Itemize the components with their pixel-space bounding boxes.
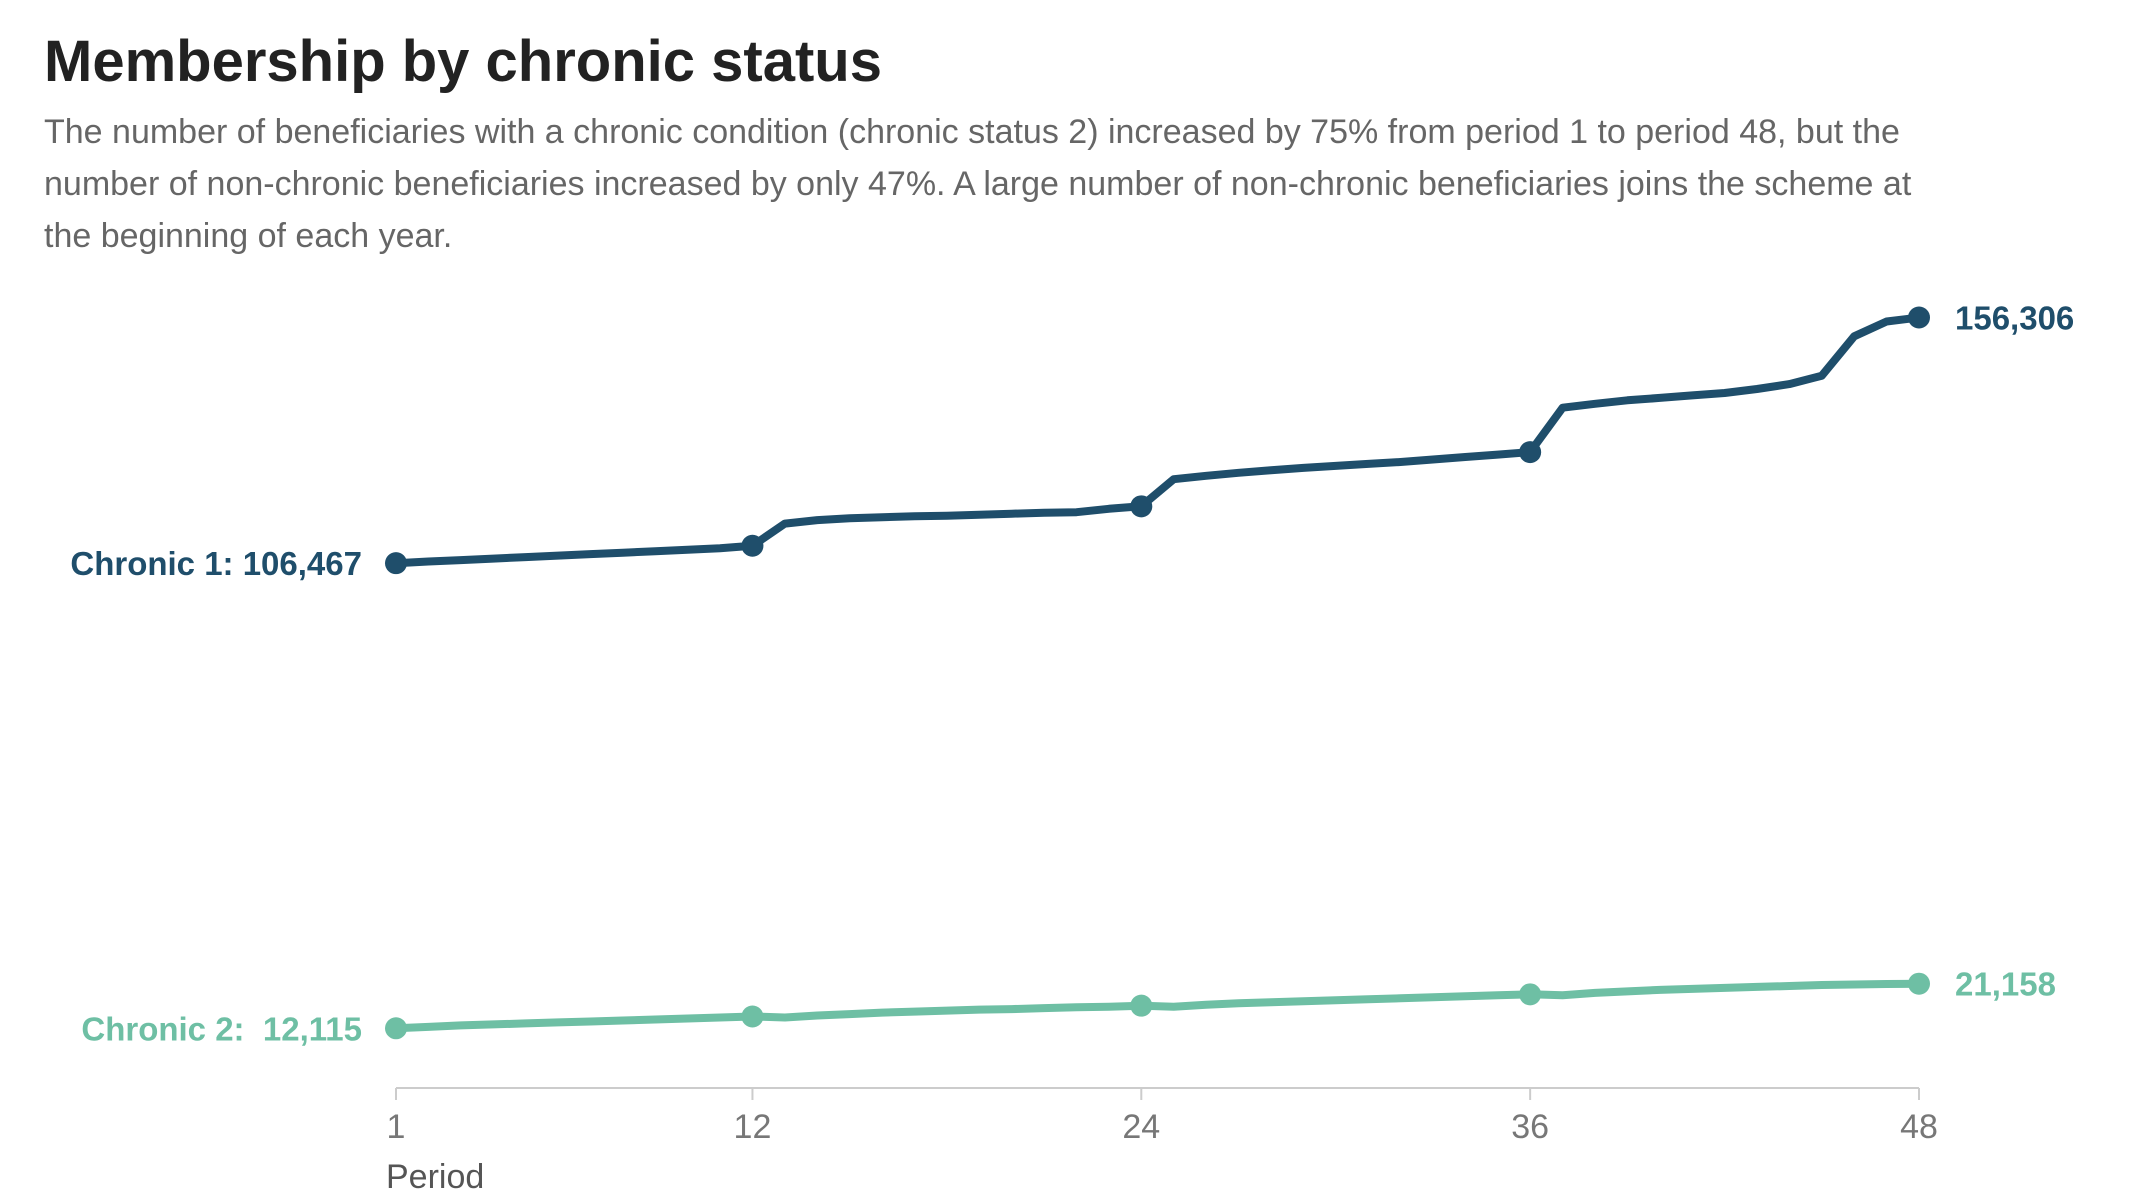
series-end-label: 21,158	[1955, 966, 2056, 1003]
series-line	[392, 979, 1923, 1033]
series-group: Chronic 1: 106,467 156,306 Chronic 2: 12,1…	[70, 300, 2074, 1048]
chart-title: Membership by chronic status	[44, 29, 882, 94]
x-tick-label: 48	[1900, 1108, 1938, 1146]
x-tick-label: 24	[1122, 1108, 1160, 1146]
data-point-marker	[1908, 972, 1930, 995]
x-tick-label: 12	[734, 1108, 772, 1146]
data-point-marker	[1519, 983, 1542, 1006]
data-point-marker	[1519, 441, 1542, 464]
series-start-label: Chronic 1: 106,467	[70, 545, 362, 582]
series-line	[392, 313, 1923, 568]
series-end-label: 156,306	[1955, 300, 2074, 337]
data-point-marker	[1130, 495, 1153, 518]
x-tick-label: 36	[1511, 1108, 1549, 1146]
series-chronic-1: Chronic 1: 106,467 156,306	[70, 300, 2074, 583]
series-chronic-2: Chronic 2: 12,115 21,158	[81, 966, 2056, 1048]
data-point-marker	[741, 1005, 764, 1028]
chart-subtitle: The number of beneficiaries with a chron…	[44, 113, 1912, 255]
series-start-label: Chronic 2: 12,115	[81, 1010, 362, 1047]
data-point-marker	[1908, 306, 1930, 329]
data-point-marker	[385, 552, 407, 575]
data-point-marker	[385, 1017, 407, 1040]
x-tick-label: 1	[387, 1108, 406, 1146]
data-point-marker	[741, 534, 764, 557]
data-point-marker	[1130, 994, 1153, 1017]
x-axis-title: Period	[386, 1158, 484, 1196]
x-axis-ticks: 1 12 24 36 48	[387, 1088, 1938, 1146]
